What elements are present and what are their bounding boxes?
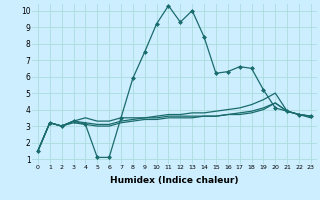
- X-axis label: Humidex (Indice chaleur): Humidex (Indice chaleur): [110, 176, 239, 185]
